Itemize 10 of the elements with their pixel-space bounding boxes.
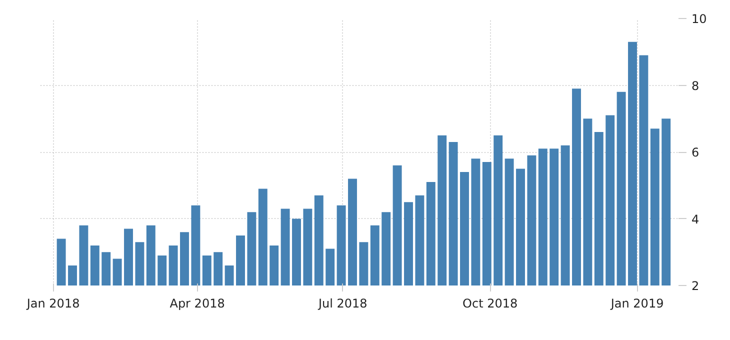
x-tick-label: Jan 2018	[26, 296, 80, 310]
x-tick-label: Oct 2018	[462, 296, 518, 310]
y-tick-label: 6	[692, 146, 700, 160]
y-tick-label: 10	[692, 12, 707, 26]
x-tick-label: Apr 2018	[170, 296, 225, 310]
x-tick-label: Jan 2019	[610, 296, 664, 310]
y-tick-label: 2	[692, 279, 700, 293]
y-tick-label: 4	[692, 212, 700, 226]
x-tick-label: Jul 2018	[317, 296, 368, 310]
y-tick-label: 8	[692, 78, 700, 93]
